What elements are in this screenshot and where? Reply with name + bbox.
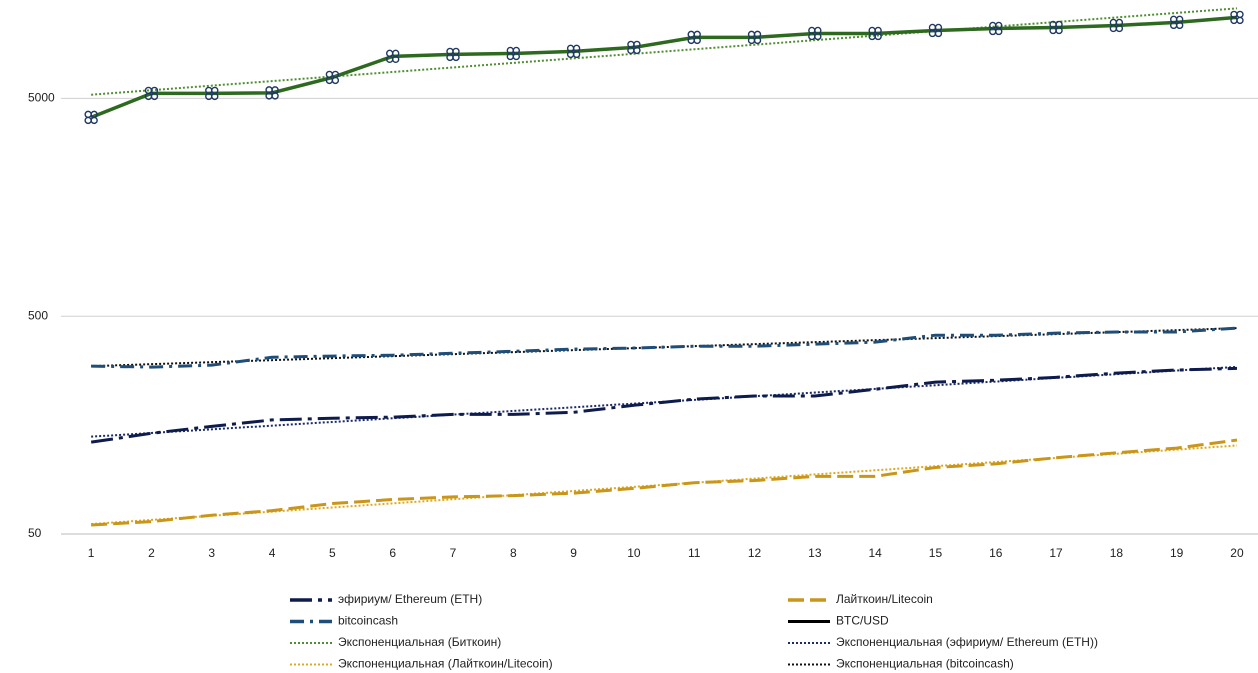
marker-part xyxy=(753,36,762,45)
marker xyxy=(385,49,400,64)
x-tick-label: 9 xyxy=(570,546,577,560)
x-tick-label: 10 xyxy=(627,546,641,560)
x-tick-label: 13 xyxy=(808,546,822,560)
x-tick-label: 3 xyxy=(208,546,215,560)
legend-label: bitcoincash xyxy=(338,614,398,628)
legend-label: BTC/USD xyxy=(836,614,889,628)
x-tick-label: 6 xyxy=(389,546,396,560)
marker-part xyxy=(814,32,822,41)
marker-part xyxy=(633,46,641,55)
marker-part xyxy=(572,50,581,59)
marker xyxy=(747,30,762,45)
x-tick-label: 12 xyxy=(748,546,762,560)
marker xyxy=(144,86,159,101)
x-tick-label: 2 xyxy=(148,546,155,560)
legend-label: Лайткоин/Litecoin xyxy=(836,592,933,606)
marker-part xyxy=(874,32,882,41)
marker xyxy=(566,44,581,59)
legend-label: Экспоненциальная (эфириум/ Ethereum (ETH… xyxy=(836,635,1098,649)
marker-part xyxy=(211,92,219,101)
series-line xyxy=(91,326,1238,369)
marker-part xyxy=(1175,21,1184,30)
x-tick-label: 7 xyxy=(450,546,457,560)
marker-part xyxy=(995,27,1003,36)
marker xyxy=(446,47,460,62)
marker-part xyxy=(84,116,92,125)
y-tick-label: 500 xyxy=(28,308,48,322)
marker-part xyxy=(385,49,394,58)
marker-part xyxy=(452,53,460,62)
marker-part xyxy=(391,55,400,64)
marker-part xyxy=(331,76,340,85)
marker xyxy=(1109,18,1124,33)
marker xyxy=(1049,20,1063,35)
marker-part xyxy=(512,52,521,61)
x-tick-label: 11 xyxy=(688,546,701,560)
legend-label: Экспоненциальная (bitcoincash) xyxy=(836,657,1014,671)
marker-part xyxy=(150,92,159,101)
marker xyxy=(868,26,882,41)
marker xyxy=(265,86,279,100)
series-line xyxy=(91,438,1238,527)
marker-part xyxy=(1236,10,1244,19)
marker xyxy=(325,70,340,85)
marker-part xyxy=(1055,26,1063,35)
x-tick-label: 5 xyxy=(329,546,336,560)
trendline xyxy=(91,7,1238,96)
series-line xyxy=(90,15,1238,120)
legend-label: Экспоненциальная (Лайткоин/Litecoin) xyxy=(338,657,553,671)
marker-part xyxy=(271,92,279,100)
marker-part xyxy=(693,36,701,45)
y-tick-label: 5000 xyxy=(28,91,55,105)
marker-part xyxy=(1236,16,1244,25)
marker xyxy=(928,23,943,38)
marker-part xyxy=(934,29,943,38)
marker xyxy=(627,40,641,55)
x-tick-label: 19 xyxy=(1170,546,1184,560)
x-tick-label: 8 xyxy=(510,546,517,560)
marker xyxy=(1169,15,1184,30)
marker xyxy=(205,86,219,101)
series-line xyxy=(90,366,1238,444)
marker-part xyxy=(90,116,98,125)
marker-part xyxy=(84,110,92,119)
x-tick-label: 1 xyxy=(88,546,95,560)
legend-label: Экспоненциальная (Биткоин) xyxy=(338,635,501,649)
x-tick-label: 15 xyxy=(929,546,943,560)
marker xyxy=(989,21,1003,36)
x-tick-label: 14 xyxy=(868,546,882,560)
x-tick-label: 20 xyxy=(1230,546,1244,560)
x-tick-label: 18 xyxy=(1110,546,1124,560)
marker xyxy=(687,30,701,45)
marker xyxy=(808,26,822,41)
marker xyxy=(84,110,98,125)
y-tick-label: 50 xyxy=(28,526,42,540)
marker xyxy=(1230,10,1244,25)
marker-part xyxy=(1115,24,1124,33)
x-tick-label: 17 xyxy=(1049,546,1063,560)
legend-label: эфириум/ Ethereum (ETH) xyxy=(338,592,482,606)
marker xyxy=(506,46,521,61)
x-tick-label: 4 xyxy=(269,546,276,560)
x-tick-label: 16 xyxy=(989,546,1003,560)
